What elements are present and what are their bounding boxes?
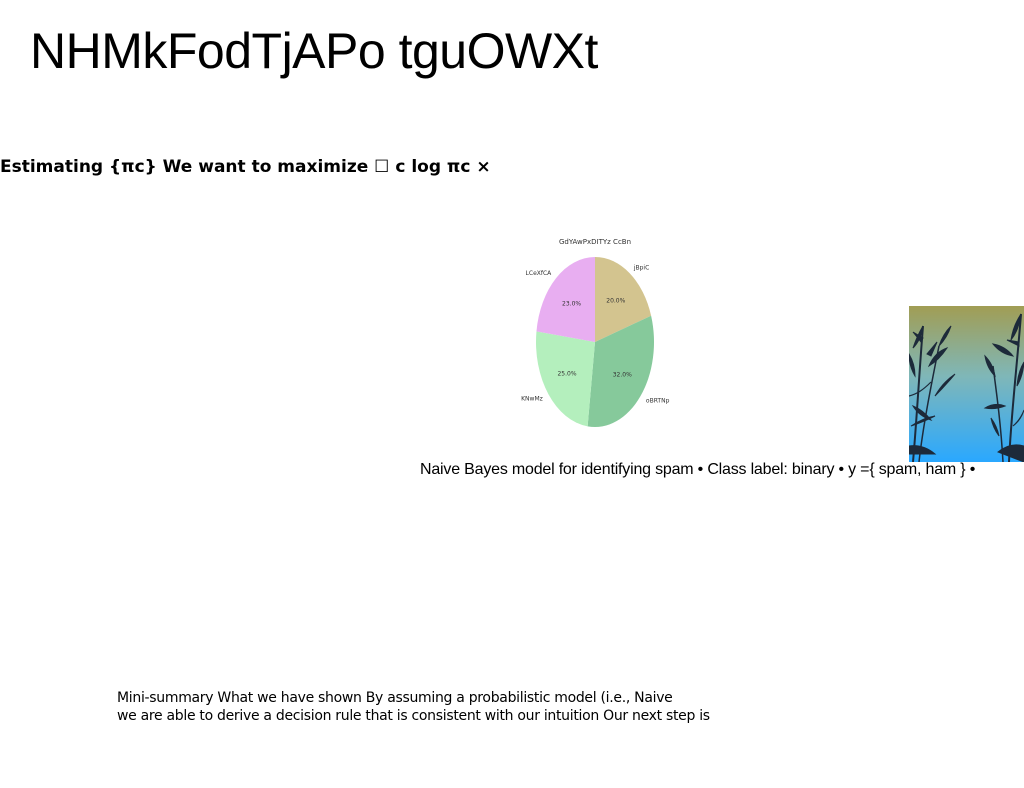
summary-line-1: Mini-summary What we have shown By assum… [117,689,710,707]
pie-pct-label: 25.0% [557,370,576,377]
equation-text: Estimating {πc} We want to maximize ☐ c … [0,156,491,178]
pie-slice-KNwMz [536,331,595,426]
mini-summary: Mini-summary What we have shown By assum… [117,689,710,725]
pie-chart-svg: GdYAwPxDITYz CcBn 20.0% jBpiC 32.0% oBRTNp 25… [500,230,690,440]
pie-pct-label: 20.0% [606,298,625,305]
pie-pct-label: 23.0% [562,301,581,308]
caption-text: Naive Bayes model for identifying spam •… [420,460,975,480]
slide-title: NHMkFodTjAPo tguOWXt [30,22,598,80]
chart-title: GdYAwPxDITYz CcBn [559,238,631,246]
pie-pct-label: 32.0% [613,372,632,379]
pie-category-label: jBpiC [633,265,649,272]
reeds-photo [909,306,1024,462]
photo-sky [909,306,1024,462]
pie-category-label: LCeXfCA [526,270,553,277]
pie-category-label: KNwMz [521,395,543,402]
summary-line-2: we are able to derive a decision rule th… [117,707,710,725]
pie-category-label: oBRTNp [646,398,670,405]
pie-chart: GdYAwPxDITYz CcBn 20.0% jBpiC 32.0% oBRTNp 25… [500,230,690,440]
reeds-photo-svg [909,306,1024,462]
